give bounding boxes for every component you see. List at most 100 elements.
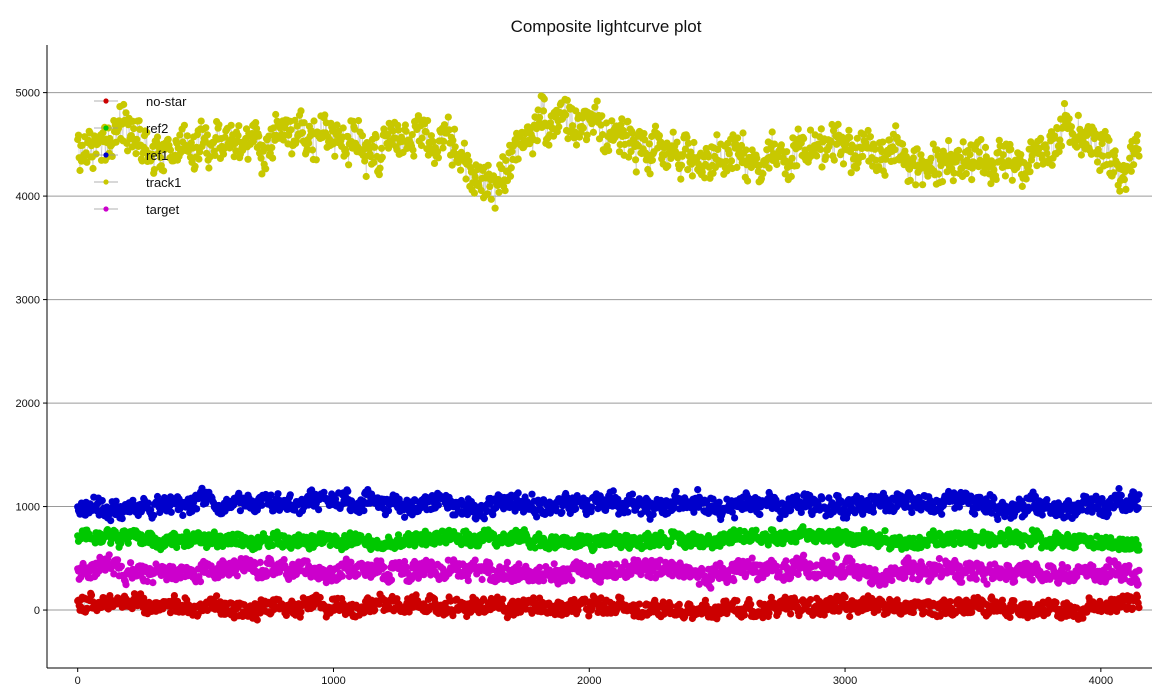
data-point-track1 (975, 148, 983, 156)
data-point-track1 (234, 131, 242, 140)
series-layer (74, 92, 1143, 624)
data-point-track1 (460, 139, 468, 147)
data-point-track1 (881, 171, 889, 179)
data-point-track1 (166, 146, 175, 154)
data-point-track1 (673, 138, 681, 146)
data-point-track1 (927, 154, 935, 162)
data-point-track1 (227, 121, 235, 129)
data-point-track1 (430, 159, 439, 167)
data-point-track1 (448, 161, 456, 169)
data-point-track1 (76, 166, 84, 175)
data-point-track1 (744, 177, 752, 185)
data-point-track1 (268, 144, 276, 152)
data-point-track1 (83, 158, 91, 166)
x-tick-label: 0 (75, 675, 81, 687)
data-point-track1 (143, 128, 151, 136)
data-point-track1 (269, 154, 277, 162)
data-point-track1 (817, 125, 825, 133)
data-point-track1 (427, 132, 435, 140)
data-point-track1 (506, 172, 515, 180)
data-point-track1 (378, 144, 386, 152)
data-point-track1 (759, 170, 767, 178)
data-point-track1 (465, 157, 473, 165)
y-tick-label: 3000 (16, 295, 40, 307)
data-point-track1 (813, 152, 821, 160)
data-point-track1 (424, 117, 432, 125)
data-point-track1 (298, 129, 307, 137)
x-tick-label: 2000 (577, 675, 601, 687)
data-point-track1 (361, 157, 369, 165)
data-point-target (387, 576, 396, 584)
data-point-track1 (909, 154, 918, 162)
data-point-track1 (255, 132, 263, 140)
data-point-track1 (138, 157, 146, 165)
data-point-ref2 (752, 526, 760, 534)
data-point-track1 (183, 132, 191, 140)
data-point-track1 (563, 96, 571, 104)
data-point-target (256, 558, 264, 567)
data-point-track1 (321, 111, 329, 119)
data-point-track1 (82, 149, 90, 157)
data-point-ref1 (558, 508, 566, 516)
chart-title: Composite lightcurve plot (511, 17, 702, 36)
data-point-track1 (487, 195, 495, 203)
data-point-track1 (938, 178, 947, 186)
data-point-track1 (1116, 187, 1124, 195)
data-point-track1 (389, 127, 397, 135)
data-point-track1 (342, 150, 350, 158)
data-point-track1 (495, 188, 503, 196)
data-point-track1 (150, 166, 158, 174)
data-point-track1 (891, 146, 899, 154)
data-point-track1 (349, 117, 357, 125)
data-point-track1 (598, 112, 606, 120)
data-point-track1 (892, 122, 900, 130)
data-point-target (196, 578, 205, 586)
data-point-track1 (667, 154, 675, 162)
data-point-ref1 (514, 489, 522, 497)
data-point-ref2 (1135, 546, 1143, 554)
data-point-track1 (688, 172, 697, 180)
data-point-track1 (591, 103, 599, 111)
data-point-track1 (818, 163, 826, 171)
data-point-track1 (597, 121, 605, 129)
data-point-ref1 (1135, 491, 1143, 499)
series-target (74, 551, 1143, 592)
data-point-ref1 (869, 508, 878, 516)
data-point-track1 (602, 119, 611, 127)
data-point-track1 (822, 153, 830, 161)
data-point-track1 (130, 125, 138, 133)
data-point-target (233, 572, 241, 580)
data-point-track1 (78, 141, 86, 149)
data-point-track1 (235, 122, 243, 130)
data-point-ref1 (344, 487, 352, 495)
data-point-track1 (219, 150, 228, 158)
series-ref2 (74, 523, 1143, 555)
data-point-track1 (781, 170, 789, 178)
data-point-track1 (733, 163, 741, 171)
data-point-track1 (608, 117, 616, 125)
data-point-track1 (333, 121, 341, 129)
data-point-track1 (445, 126, 453, 134)
data-point-track1 (1018, 182, 1026, 190)
data-point-track1 (429, 138, 437, 146)
data-point-ref1 (533, 513, 541, 521)
data-point-track1 (153, 133, 162, 141)
data-point-track1 (378, 153, 386, 161)
data-point-track1 (806, 126, 815, 134)
data-point-track1 (1001, 172, 1010, 180)
data-point-track1 (655, 132, 664, 140)
data-point-ref1 (731, 514, 739, 522)
data-point-track1 (370, 158, 378, 167)
data-point-track1 (221, 133, 229, 141)
data-point-track1 (1133, 137, 1141, 145)
data-point-track1 (272, 110, 280, 119)
data-point-track1 (148, 150, 156, 158)
data-point-target (536, 563, 544, 572)
data-point-track1 (648, 156, 657, 164)
data-point-track1 (434, 148, 442, 156)
data-point-ref1 (315, 506, 323, 514)
data-point-ref1 (360, 507, 368, 515)
y-tick-label: 5000 (16, 88, 40, 100)
data-point-track1 (371, 143, 379, 151)
